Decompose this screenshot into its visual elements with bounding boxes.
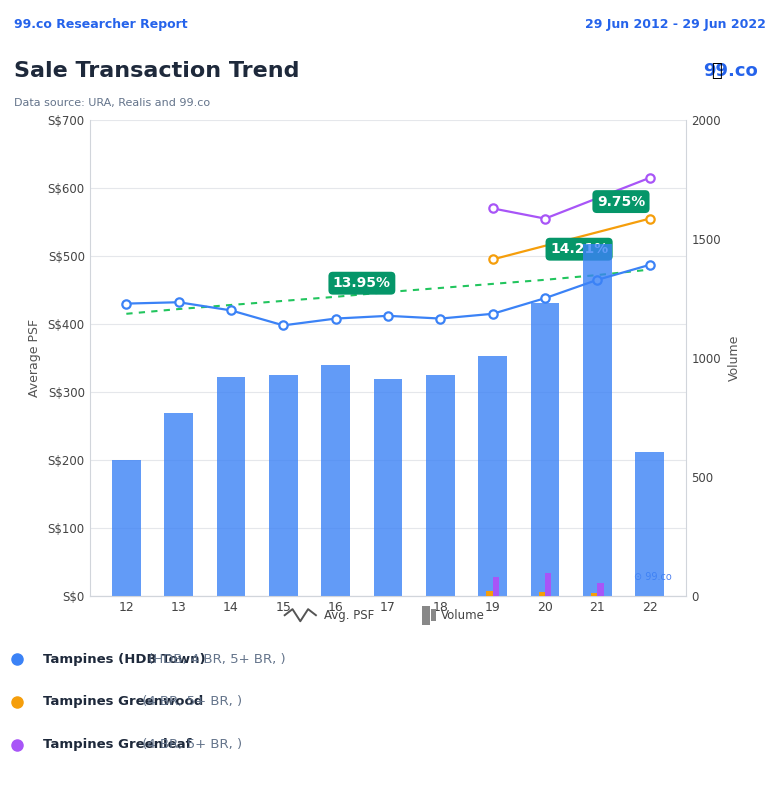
Y-axis label: Average PSF: Average PSF <box>28 319 41 397</box>
Text: 📍: 📍 <box>711 62 722 80</box>
Bar <box>269 374 298 596</box>
Bar <box>422 606 430 625</box>
Bar <box>539 592 545 596</box>
Bar <box>487 590 493 596</box>
Text: 99.co Researcher Report: 99.co Researcher Report <box>14 18 188 31</box>
Text: Volume: Volume <box>441 609 484 622</box>
Bar <box>493 577 499 596</box>
Text: ⊙ 99.co: ⊙ 99.co <box>633 572 672 582</box>
Bar <box>165 413 193 596</box>
Bar <box>591 593 597 596</box>
Bar <box>374 379 402 596</box>
Text: Tampines Greenwood: Tampines Greenwood <box>43 695 203 709</box>
Text: Tampines Greenleaf: Tampines Greenleaf <box>43 738 191 751</box>
Text: (4 BR, 5+ BR, ): (4 BR, 5+ BR, ) <box>138 695 243 709</box>
Bar <box>597 583 604 596</box>
Bar <box>426 374 455 596</box>
Bar <box>217 377 246 596</box>
Y-axis label: Volume: Volume <box>728 335 741 381</box>
Text: 14.21%: 14.21% <box>550 242 608 256</box>
Bar <box>478 356 507 596</box>
Bar <box>530 303 559 596</box>
Bar <box>431 609 436 622</box>
Text: Avg. PSF: Avg. PSF <box>324 609 374 622</box>
Bar <box>636 452 664 596</box>
Text: 99.co: 99.co <box>704 62 758 80</box>
Bar <box>545 574 551 596</box>
Bar <box>321 365 350 596</box>
Text: 9.75%: 9.75% <box>597 194 645 209</box>
Text: 29 Jun 2012 - 29 Jun 2022: 29 Jun 2012 - 29 Jun 2022 <box>585 18 766 31</box>
Bar <box>583 244 612 596</box>
Text: 13.95%: 13.95% <box>333 276 391 290</box>
Text: Sale Transaction Trend: Sale Transaction Trend <box>14 61 300 81</box>
Text: (HDB, 4 BR, 5+ BR, ): (HDB, 4 BR, 5+ BR, ) <box>144 653 285 666</box>
Text: Tampines (HDB Town): Tampines (HDB Town) <box>43 653 205 666</box>
Bar <box>112 460 140 596</box>
Text: (4 BR, 5+ BR, ): (4 BR, 5+ BR, ) <box>138 738 243 751</box>
Text: Data source: URA, Realis and 99.co: Data source: URA, Realis and 99.co <box>14 98 210 108</box>
